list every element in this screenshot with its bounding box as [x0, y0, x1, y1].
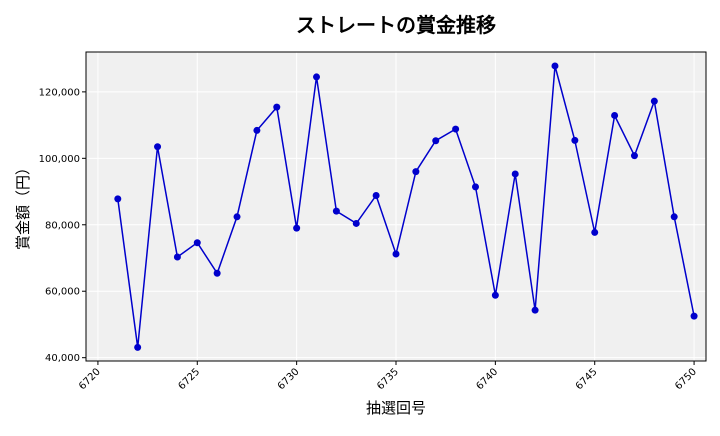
data-point	[193, 239, 201, 247]
data-point	[531, 306, 539, 314]
y-tick-label: 40,000	[45, 353, 80, 364]
y-axis-label: 賞金額（円）	[14, 160, 32, 250]
y-tick-label: 120,000	[39, 87, 80, 98]
y-tick-label: 80,000	[45, 220, 80, 231]
x-tick-label: 6745	[574, 367, 600, 393]
data-point	[650, 97, 658, 105]
data-point	[591, 228, 599, 236]
grid-lines	[86, 52, 706, 361]
y-tick-label: 60,000	[45, 287, 80, 298]
data-point	[630, 152, 638, 160]
data-points	[114, 62, 698, 351]
data-point	[670, 213, 678, 221]
x-tick-label: 6730	[276, 367, 302, 393]
x-tick-label: 6750	[673, 367, 699, 393]
data-point	[154, 143, 162, 151]
data-point	[332, 207, 340, 215]
x-tick-label: 6740	[475, 367, 501, 393]
data-point	[432, 137, 440, 145]
data-point	[551, 62, 559, 70]
data-point	[452, 125, 460, 133]
x-axis-label: 抽選回号	[366, 399, 426, 417]
data-point	[213, 269, 221, 277]
data-point	[690, 312, 698, 320]
data-point	[372, 192, 380, 200]
data-point	[173, 253, 181, 261]
data-point	[471, 183, 479, 191]
series-line	[117, 65, 695, 348]
data-point	[352, 219, 360, 227]
data-point	[511, 170, 519, 178]
x-tick-label: 6735	[375, 367, 401, 393]
series-line-group	[117, 65, 695, 348]
data-point	[313, 73, 321, 81]
x-tick-label: 6720	[77, 367, 103, 393]
data-point	[392, 250, 400, 258]
data-point	[273, 103, 281, 111]
data-point	[114, 195, 122, 203]
plot-frame	[85, 51, 707, 362]
y-tick-label: 100,000	[39, 154, 80, 165]
data-point	[253, 126, 261, 134]
x-tick-label: 6725	[176, 367, 202, 393]
data-point	[293, 224, 301, 232]
data-point	[233, 213, 241, 221]
data-point	[491, 291, 499, 299]
data-point	[134, 343, 142, 351]
data-point	[571, 136, 579, 144]
chart-title: ストレートの賞金推移	[296, 13, 496, 37]
data-point	[412, 168, 420, 176]
data-point	[611, 111, 619, 119]
